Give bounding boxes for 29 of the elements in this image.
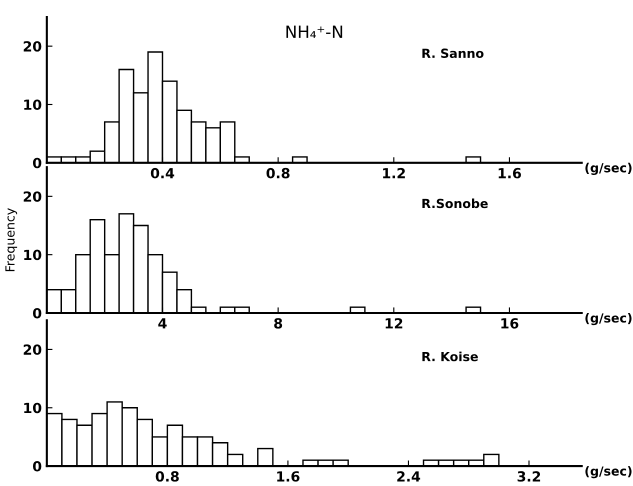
x-axis-title: (g/sec) <box>585 312 632 326</box>
x-tick-label: 1.6 <box>498 168 521 178</box>
x-tick-label: 8 <box>274 318 282 329</box>
y-axis-title: Frequency <box>5 208 18 272</box>
x-tick-label: 3.2 <box>518 471 540 482</box>
y-tick-label: 20 <box>24 344 42 355</box>
annotation: R. Koise <box>422 352 478 362</box>
x-tick-label: 12 <box>386 318 402 328</box>
y-tick-label: 20 <box>24 191 42 202</box>
annotation: R. Sanno <box>422 48 484 58</box>
x-tick-label: 16 <box>501 318 518 329</box>
x-tick-label: 0.4 <box>150 168 174 178</box>
y-tick-label: 20 <box>24 41 42 52</box>
x-tick-label: 2.4 <box>397 471 420 482</box>
y-tick-label: 0 <box>32 461 42 472</box>
x-axis-title: (g/sec) <box>585 466 632 478</box>
y-tick-label: 0 <box>32 308 42 318</box>
x-tick-label: 0.8 <box>266 168 290 178</box>
y-tick-label: 10 <box>24 402 42 414</box>
x-tick-label: 4 <box>158 318 167 328</box>
x-axis-title: (g/sec) <box>585 162 632 175</box>
chart-title: NH₄⁺-N <box>286 26 342 38</box>
y-tick-label: 0 <box>32 158 42 168</box>
x-tick-label: 1.2 <box>383 168 405 178</box>
x-tick-label: 1.6 <box>277 471 300 482</box>
annotation: R.Sonobe <box>422 198 488 208</box>
y-tick-label: 10 <box>24 250 42 260</box>
x-tick-label: 0.8 <box>156 471 179 482</box>
y-tick-label: 10 <box>24 99 42 110</box>
